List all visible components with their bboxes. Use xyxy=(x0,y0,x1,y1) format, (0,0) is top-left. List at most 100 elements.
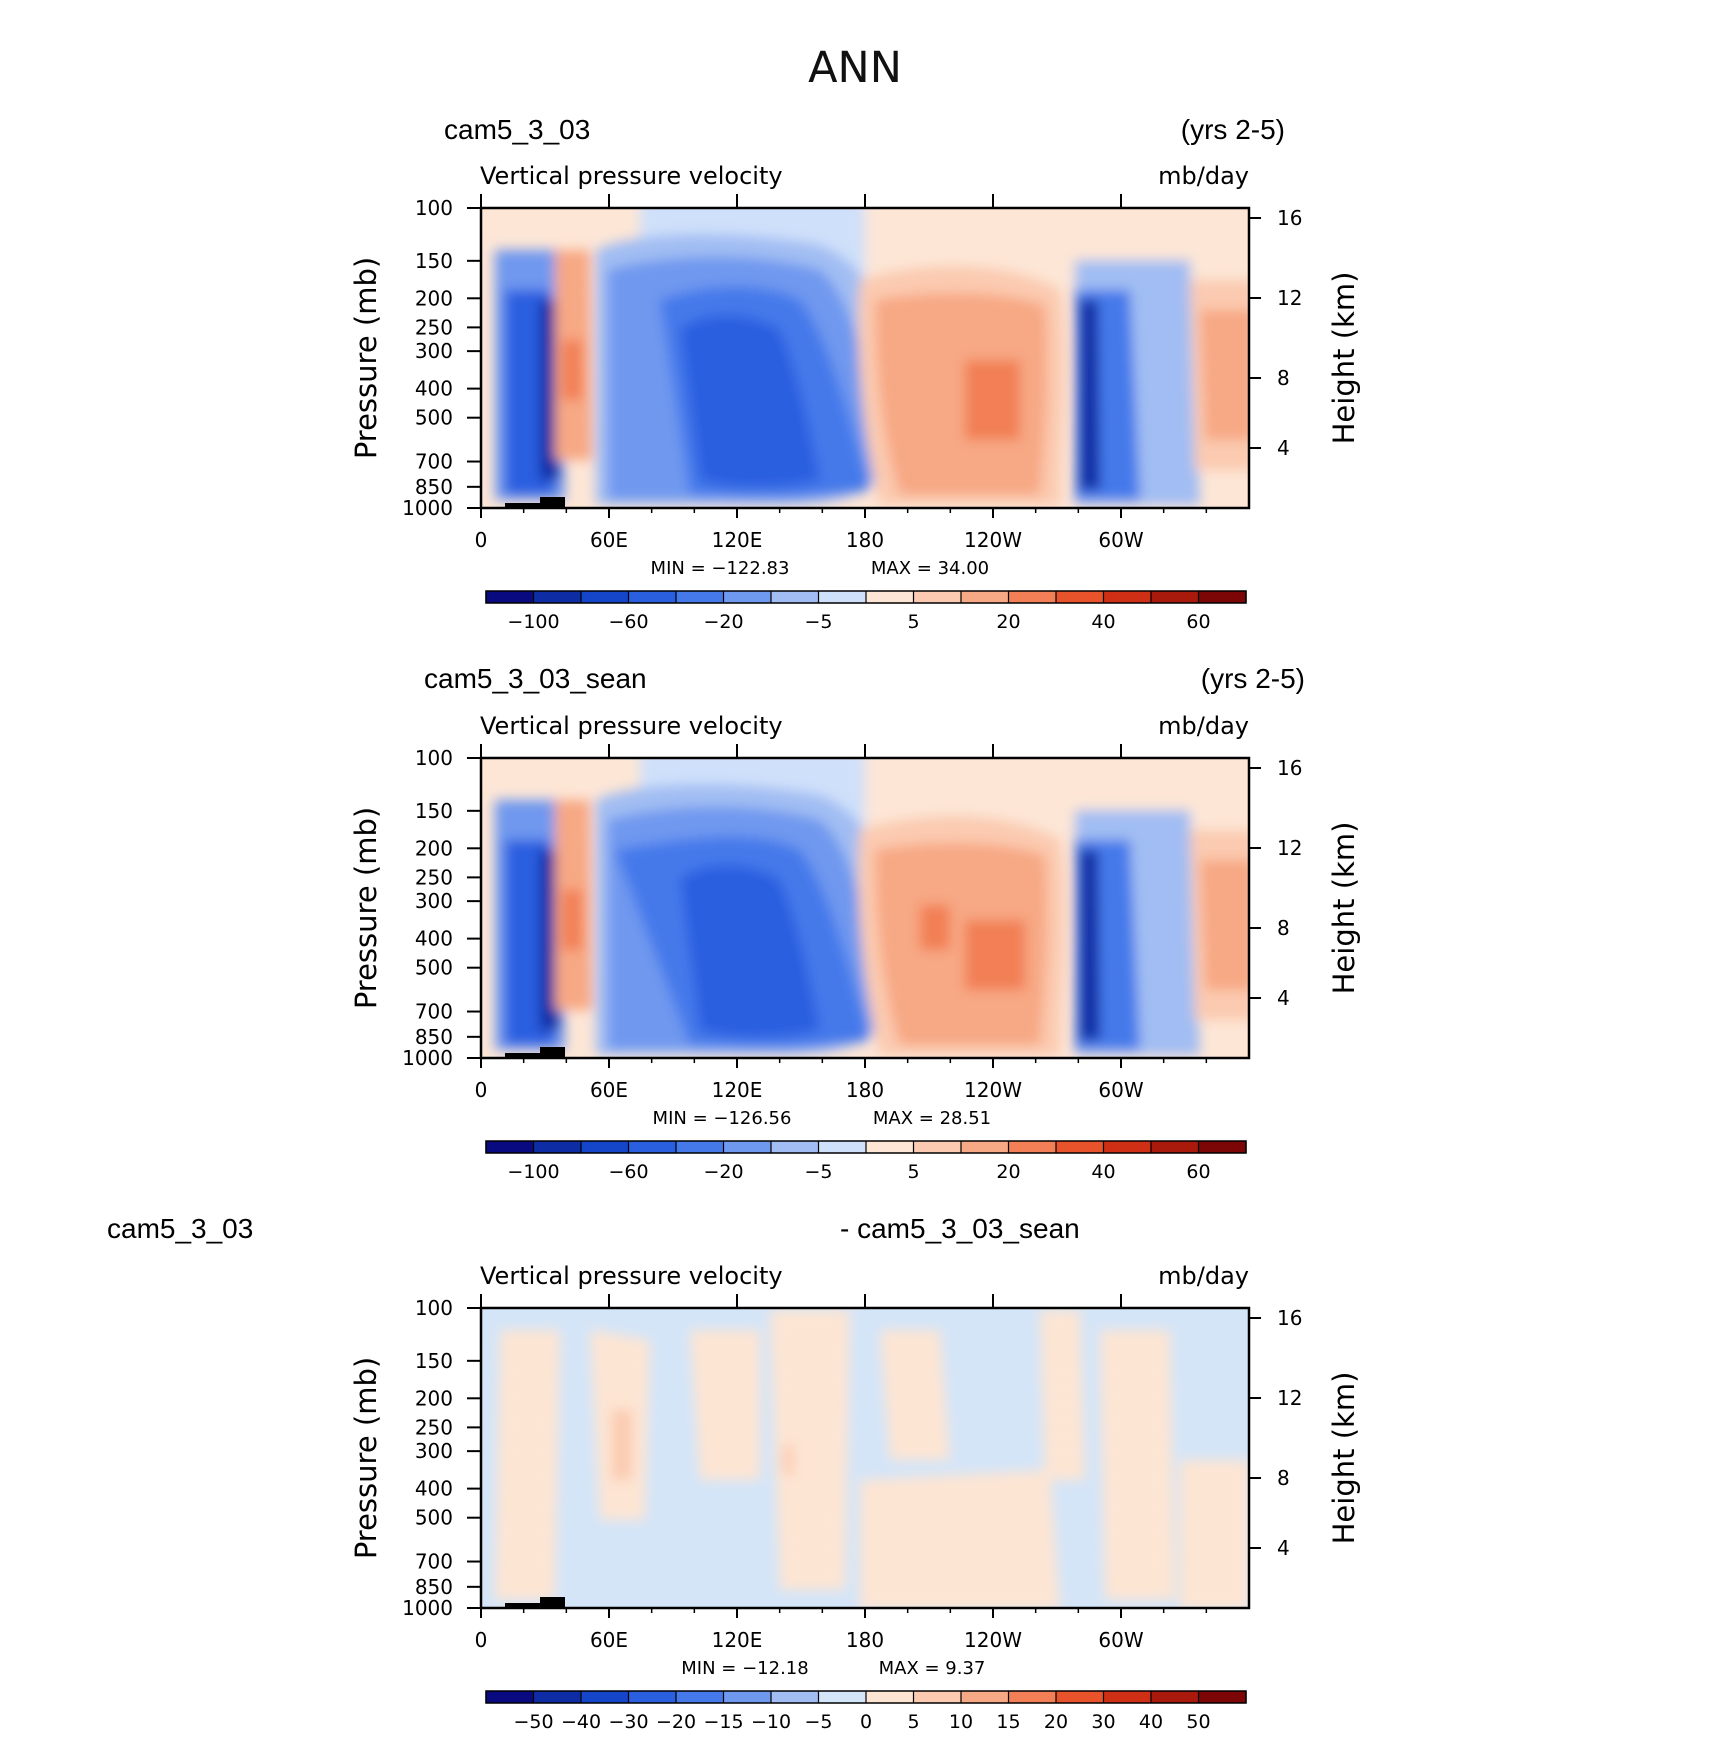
colorbar-swatch xyxy=(913,1141,962,1153)
colorbar-swatch xyxy=(533,591,582,603)
panel-2-ylabel: Pressure (mb) xyxy=(349,807,383,1009)
y-tick-label: 100 xyxy=(415,746,453,770)
colorbar-swatch xyxy=(818,1141,867,1153)
colorbar-label: −100 xyxy=(507,611,559,633)
colorbar-label: 40 xyxy=(1091,1161,1115,1183)
y-tick-label: 250 xyxy=(415,1415,453,1439)
panel-3-ylabel: Pressure (mb) xyxy=(349,1357,383,1559)
colorbar-swatch xyxy=(771,1141,819,1153)
x-tick-label: 60W xyxy=(1098,1628,1143,1652)
x-tick-label: 60E xyxy=(590,1628,628,1652)
colorbar-swatch xyxy=(486,591,534,603)
y-tick-label: 700 xyxy=(415,450,453,474)
colorbar-frame xyxy=(485,590,1247,604)
panel-2: cam5_3_03_sean (yrs 2-5) Vertical pressu… xyxy=(349,663,1361,1183)
colorbar-swatch xyxy=(1056,591,1104,603)
panel-3: cam5_3_03 - cam5_3_03_sean Vertical pres… xyxy=(107,1213,1361,1733)
right-tick-label: 4 xyxy=(1277,1536,1290,1560)
colorbar-swatch xyxy=(533,1691,582,1703)
colorbar-label: −5 xyxy=(804,611,832,633)
right-tick-label: 16 xyxy=(1277,206,1302,230)
y-tick-label: 400 xyxy=(415,927,453,951)
colorbar-swatch xyxy=(1151,1691,1199,1703)
x-tick-label: 60E xyxy=(590,528,628,552)
panel-3-right-ticks: 16 12 8 4 xyxy=(1249,1306,1302,1560)
x-tick-label: 120E xyxy=(712,1628,763,1652)
panel-3-variable: Vertical pressure velocity xyxy=(480,1262,783,1290)
y-tick-label: 200 xyxy=(415,1386,453,1410)
colorbar-label: 20 xyxy=(996,1161,1020,1183)
colorbar-label: −5 xyxy=(804,1161,832,1183)
colorbar-swatch xyxy=(866,1141,914,1153)
colorbar-swatch xyxy=(723,1141,772,1153)
y-tick-label: 300 xyxy=(415,889,453,913)
right-tick-label: 8 xyxy=(1277,366,1290,390)
y-tick-label: 850 xyxy=(415,475,453,499)
y-tick-label: 850 xyxy=(415,1575,453,1599)
colorbar-swatch xyxy=(771,591,819,603)
colorbar-swatch xyxy=(961,1691,1009,1703)
right-tick-label: 4 xyxy=(1277,436,1290,460)
panel-1-topography xyxy=(505,497,565,508)
x-tick-label: 60W xyxy=(1098,528,1143,552)
colorbar-label: −20 xyxy=(703,1161,743,1183)
y-tick-label: 300 xyxy=(415,339,453,363)
panel-2-colorbar: −100 −60 −20 −5 5 20 40 60 xyxy=(485,1140,1247,1183)
figure-title: ANN xyxy=(808,43,902,93)
colorbar-label: −15 xyxy=(703,1711,743,1733)
y-tick-label: 500 xyxy=(415,956,453,980)
colorbar-swatch xyxy=(1151,1141,1199,1153)
y-tick-label: 700 xyxy=(415,1550,453,1574)
x-tick-label: 180 xyxy=(846,1628,884,1652)
colorbar-label: 20 xyxy=(996,611,1020,633)
panel-2-right-ticks: 16 12 8 4 xyxy=(1249,756,1302,1010)
panel-3-topography xyxy=(505,1597,565,1608)
x-tick-label: 60E xyxy=(590,1078,628,1102)
panel-3-x-ticks: 0 60E 120E 180 120W 60W xyxy=(475,1294,1208,1652)
x-tick-label: 60W xyxy=(1098,1078,1143,1102)
y-tick-label: 150 xyxy=(415,799,453,823)
y-tick-label: 150 xyxy=(415,1349,453,1373)
y-tick-label: 500 xyxy=(415,406,453,430)
panel-1-min: MIN = −122.83 xyxy=(651,558,790,579)
colorbar-swatch xyxy=(676,591,724,603)
panel-2-ylabel-right: Height (km) xyxy=(1327,822,1361,995)
colorbar-label: 0 xyxy=(860,1711,872,1733)
panel-3-min: MIN = −12.18 xyxy=(681,1658,808,1679)
right-tick-label: 16 xyxy=(1277,756,1302,780)
panel-3-colorbar: −50 −40 −30 −20 −15 −10 −5 0 5 10 15 20 30 40 50 xyxy=(485,1690,1247,1733)
panel-1-x-ticks: 0 60E 120E 180 120W 60W xyxy=(475,194,1208,552)
x-tick-label: 120W xyxy=(964,1078,1022,1102)
panel-1-colorbar: −100 −60 −20 −5 5 20 40 60 xyxy=(485,590,1247,633)
colorbar-swatch xyxy=(1056,1141,1104,1153)
panel-1-units: mb/day xyxy=(1158,162,1249,190)
y-tick-label: 200 xyxy=(415,836,453,860)
panel-2-max: MAX = 28.51 xyxy=(873,1108,991,1129)
panel-1-ylabel-right: Height (km) xyxy=(1327,272,1361,445)
x-tick-label: 0 xyxy=(475,528,488,552)
panel-2-years-label: (yrs 2-5) xyxy=(1201,663,1305,694)
colorbar-swatch xyxy=(676,1691,724,1703)
colorbar-swatch xyxy=(818,591,867,603)
panel-3-units: mb/day xyxy=(1158,1262,1249,1290)
panel-1-years-label: (yrs 2-5) xyxy=(1181,114,1285,145)
colorbar-swatch xyxy=(628,591,677,603)
panel-2-variable: Vertical pressure velocity xyxy=(480,712,783,740)
colorbar-frame xyxy=(485,1140,1247,1154)
x-tick-label: 120E xyxy=(712,1078,763,1102)
colorbar-label: −100 xyxy=(507,1161,559,1183)
colorbar-label: 20 xyxy=(1044,1711,1068,1733)
colorbar-swatch xyxy=(1008,1691,1057,1703)
y-tick-label: 250 xyxy=(415,315,453,339)
colorbar-swatch xyxy=(486,1691,534,1703)
x-tick-label: 120W xyxy=(964,1628,1022,1652)
colorbar-label: 60 xyxy=(1186,1161,1210,1183)
y-tick-label: 1000 xyxy=(402,1596,453,1620)
x-tick-label: 180 xyxy=(846,1078,884,1102)
colorbar-label: −20 xyxy=(703,611,743,633)
y-tick-label: 200 xyxy=(415,286,453,310)
y-tick-label: 1000 xyxy=(402,1046,453,1070)
